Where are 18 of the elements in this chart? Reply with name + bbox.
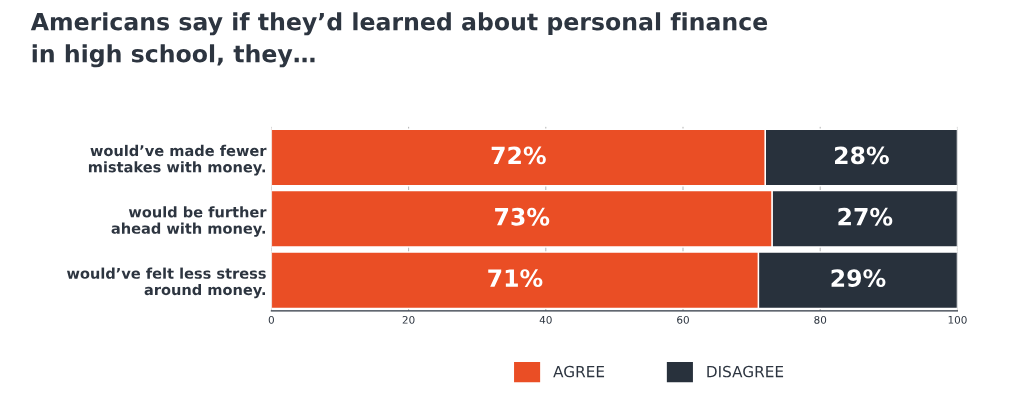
data-label: 73% — [495, 207, 550, 226]
x-tick-label: 100 — [948, 315, 967, 324]
data-label: 27% — [838, 207, 893, 226]
data-label: 72% — [491, 146, 546, 165]
x-tick-label: 20 — [402, 315, 415, 324]
x-tick-label: 60 — [677, 315, 689, 324]
data-label: 29% — [831, 269, 886, 288]
data-label: 71% — [488, 269, 543, 288]
legend-label: AGREE — [553, 365, 605, 378]
chart-title: Americans say if they’d learned about personal finance in high school, they… — [30, 12, 768, 68]
y-tick-label: would’ve felt less stress around money. — [66, 267, 266, 299]
x-tick-label: 40 — [539, 315, 552, 324]
x-tick-label: 80 — [814, 315, 827, 324]
x-tick-label: 0 — [268, 315, 274, 324]
legend-label: DISAGREE — [707, 365, 784, 378]
y-tick-label: would’ve made fewer mistakes with money. — [88, 144, 267, 176]
data-label: 28% — [835, 146, 889, 165]
y-tick-label: would be further ahead with money. — [111, 206, 267, 237]
